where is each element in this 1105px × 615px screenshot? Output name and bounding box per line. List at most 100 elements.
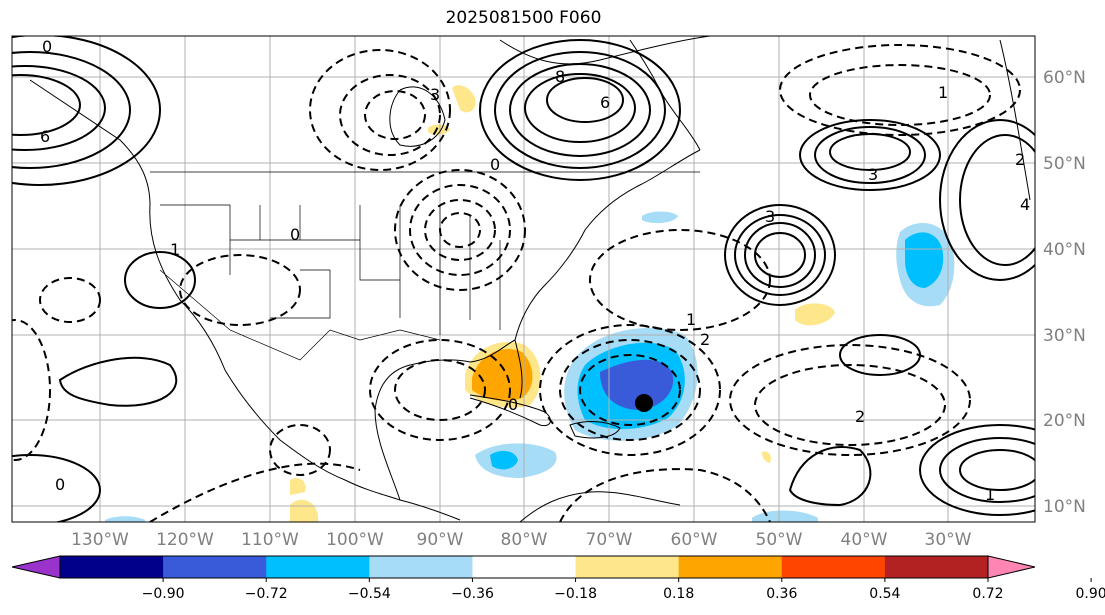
colorbar-segment (163, 556, 267, 578)
colorbar-tick-label: −0.72 (245, 586, 288, 602)
shade-yellow-hudson (428, 124, 450, 135)
solid-contours (12, 36, 1035, 522)
colorbar-segment (472, 556, 577, 578)
high-southeast (919, 424, 1035, 516)
trough-great-lakes (394, 169, 526, 291)
trough-caribbean (539, 324, 721, 456)
colorbar-segment (575, 556, 680, 578)
lon-tick: 100°W (326, 530, 384, 550)
shade-blue-south-atlantic (752, 510, 818, 522)
trough-west-us (179, 254, 301, 326)
coast-hispaniola (569, 421, 621, 439)
lon-tick: 30°W (925, 530, 972, 550)
lat-tick: 30°N (1043, 326, 1086, 346)
longitude-ticks: 130°W 120°W 110°W 100°W 90°W 80°W 70°W 6… (71, 530, 972, 550)
contour-label-2: 2 (1015, 150, 1025, 169)
high-atlantic-50n (799, 119, 941, 191)
shade-yellow-atlantic-small (762, 451, 771, 463)
shade-cyan-caribbean (490, 450, 518, 470)
high-far-east (939, 119, 1035, 281)
contour-label-6: 6 (40, 127, 50, 146)
contour-label-1: 1 (985, 485, 995, 504)
contour-label-0: 0 (490, 155, 500, 174)
colorbar-labels: −0.90 −0.72 −0.54 −0.36 −0.18 0.18 0.36 0.54 0.7… (142, 578, 1105, 602)
contour-label-4: 4 (1020, 195, 1030, 214)
lat-tick: 50°N (1043, 154, 1086, 174)
lat-tick: 20°N (1043, 411, 1086, 431)
shade-blue-newfoundland (642, 211, 678, 224)
trough-mid-atlantic (589, 229, 771, 331)
colorbar-tick-label: −0.18 (554, 586, 597, 602)
lon-tick: 40°W (841, 530, 888, 550)
coast-north-america-west (29, 79, 461, 521)
map-frame (11, 35, 1036, 523)
lon-tick: 130°W (71, 530, 129, 550)
shade-yellow-central-america (290, 499, 318, 522)
map-title: 2025081500 F060 (445, 8, 602, 28)
colorbar-tick-label: 0.90 (1076, 586, 1105, 602)
coast-south-america (519, 491, 681, 522)
colorbar-tick-label: 0.54 (869, 586, 900, 602)
contour-label-0: 0 (55, 475, 65, 494)
lon-tick: 60°W (671, 530, 718, 550)
colorbar-segment (60, 556, 164, 578)
contour-label-3: 3 (868, 165, 878, 184)
colorbar-segments (60, 556, 989, 578)
contour-label-0: 0 (290, 225, 300, 244)
trough-mexico (269, 424, 331, 476)
colorbar-tick-label: 0.36 (766, 586, 797, 602)
high-west-pacific (12, 36, 161, 186)
latitude-ticks: 60°N 50°N 40°N 30°N 20°N 10°N (1043, 68, 1086, 517)
contour-label-6: 6 (600, 93, 610, 112)
lon-tick: 90°W (417, 530, 464, 550)
shade-cyan-east-atlantic (905, 232, 944, 288)
colorbar-segment (678, 556, 783, 578)
contour-label-0: 0 (508, 395, 518, 414)
lon-tick: 80°W (501, 530, 548, 550)
trough-atlantic-20n (729, 344, 971, 456)
colorbar-extend-low (11, 555, 61, 579)
lon-tick: 50°W (756, 530, 803, 550)
trough-west-canada (309, 49, 451, 171)
colorbar-tick-label: 0.18 (663, 586, 694, 602)
contour-labels: 0 6 6 8 3 0 0 1 3 3 1 1 2 2 1 0 0 2 4 (40, 37, 1030, 504)
shade-blue-pacific (105, 516, 145, 522)
colorbar-frame (59, 555, 989, 579)
coast-greenland (499, 36, 711, 65)
lon-tick: 120°W (156, 530, 214, 550)
state-borders (150, 171, 700, 361)
shade-yellow-mexico (290, 478, 306, 495)
high-california (124, 251, 196, 309)
colorbar-tick-label: −0.54 (348, 586, 391, 602)
lat-tick: 60°N (1043, 68, 1086, 88)
lat-tick: 40°N (1043, 240, 1086, 260)
colorbar-segment (266, 556, 370, 578)
shade-royal-central-atlantic (600, 359, 674, 410)
lon-tick: 110°W (241, 530, 299, 550)
map-panel: 0 6 6 8 3 0 0 1 3 3 1 1 2 2 1 0 0 2 4 (12, 36, 1035, 522)
colorbar-extend-high (987, 555, 1036, 579)
coast-gulf (374, 339, 523, 501)
shade-yellow-canada (452, 85, 476, 113)
contour-label-2: 2 (700, 330, 710, 349)
contour-label-2: 2 (855, 407, 865, 426)
coast-cuba (469, 394, 551, 427)
contour-label-3: 3 (430, 85, 440, 104)
high-southwest (12, 454, 101, 522)
colorbar-segment (369, 556, 473, 578)
colorbar: −0.90 −0.72 −0.54 −0.36 −0.18 0.18 0.36 0.54 0.7… (11, 555, 1105, 602)
trough-gulf (369, 339, 511, 441)
dashed-contours (12, 44, 1021, 522)
coast-west-africa (999, 39, 1031, 201)
colorbar-segment (884, 556, 989, 578)
storm-center-marker (635, 394, 653, 412)
shade-orange-gulf (472, 349, 533, 401)
low-atlantic-40n (724, 204, 836, 306)
high-northeast (479, 39, 681, 181)
coastlines (29, 36, 1031, 522)
shade-yellow-east-atlantic (795, 303, 835, 326)
trough-southwest (12, 319, 51, 461)
contour-label-1: 1 (938, 83, 948, 102)
trough-pacific-30n (39, 277, 101, 323)
